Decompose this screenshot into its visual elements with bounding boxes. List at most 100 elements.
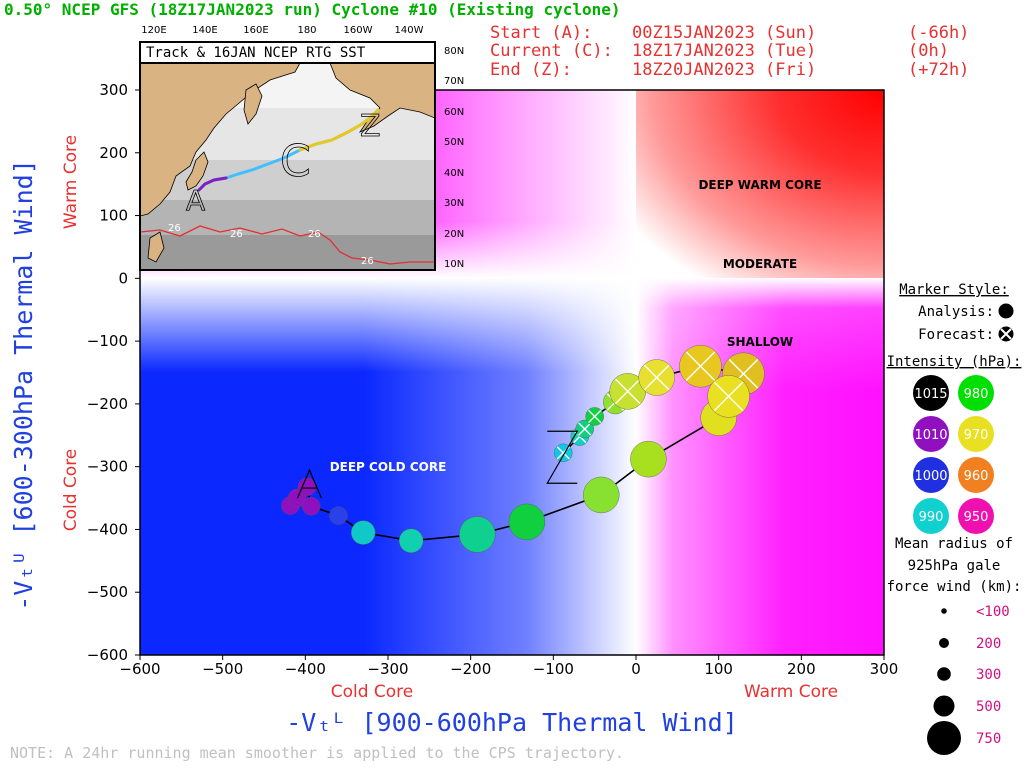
start-label: Start (A): [490,23,592,43]
radius-size-4: 750 [927,721,1001,755]
inset-land-asia [140,63,301,217]
start-letter-a [296,468,323,499]
y-warm-core-label: Warm Core [61,135,81,229]
x-warm-core-label: Warm Core [744,682,838,702]
lat-label-20n: 20N [444,229,464,240]
inset-land-japan [185,151,209,191]
inset-mark-a: A [186,184,205,217]
analysis-point-4 [329,506,348,525]
radius-size-2: 300 [937,667,1001,683]
forecast-point-4 [609,373,646,410]
analysis-point-8 [508,503,546,541]
end-label: End (Z): [490,60,572,80]
inset-track-cold [197,176,228,192]
radius-size-3: 500 [933,695,1001,717]
inset-frame [139,41,436,271]
y-tick-3: 0 [118,269,128,287]
radius-title-1: Mean radius of [895,536,1013,552]
analysis-point-7 [459,516,496,553]
track-line [289,365,745,542]
lat-label-40n: 40N [444,168,464,179]
intensity-swatch-960: 960 [958,457,994,493]
x-tick-1: −500 [202,660,243,678]
analysis-point-5 [351,520,376,545]
inset-land-philippines [147,231,165,263]
intensity-swatch-label: 1010 [914,428,947,443]
radius-title-2: 925hPa gale [908,558,1001,574]
forecast-point-6 [585,407,604,426]
lat-label-70n: 70N [444,76,464,87]
intensity-swatch-980: 980 [958,375,994,411]
y-axis-title: -Vₜᵁ [600-300hPa Thermal Wind] [9,159,38,611]
analysis-marker-sample [998,303,1014,319]
quadrant-labels: DEEP WARM CORE MODERATE SHALLOW DEEP COL… [330,178,822,474]
lat-label-10n: 10N [444,259,464,270]
start-marker-A [296,468,323,499]
inset-sst-26-isotherm [140,225,435,265]
analysis-point-3 [301,497,321,516]
radius-size-label: 300 [976,667,1001,683]
intensity-swatch-label: 980 [964,387,989,402]
analysis-point-9 [583,476,620,514]
y-tick-0: 300 [99,81,128,99]
forecast-point-2 [679,345,722,388]
intensity-swatch-990: 990 [913,498,949,534]
intensity-swatch-label: 950 [964,510,989,525]
radius-title-3: force wind (km): [887,579,1022,595]
y-tick-2: 100 [99,207,128,225]
start-time: 00Z15JAN2023 (Sun) [632,23,816,43]
x-tick-9: 300 [870,660,899,678]
sst-label-4: 26 [361,256,374,267]
inset-mark-z: Z [360,109,381,144]
plot-frame [139,89,885,656]
start-offset: (-66h) [908,23,969,43]
inset-title: Track & 16JAN NCEP RTG SST [146,45,366,61]
y-tick-5: −200 [87,395,128,413]
lon-label-140e: 140E [192,25,217,36]
radius-size-label: <100 [976,604,1010,620]
lon-label-160w: 160W [344,25,373,36]
x-tick-7: 100 [704,660,733,678]
x-tick-3: −300 [367,660,408,678]
intensity-swatch-950: 950 [958,498,994,534]
shallow-region-fade [636,278,884,655]
legend: Marker Style: Analysis: Forecast: Intens… [887,282,1022,755]
forecast-point-0 [707,375,750,418]
current-time: 18Z17JAN2023 (Tue) [632,41,816,61]
moderate-label: MODERATE [723,257,797,271]
intensity-swatch-970: 970 [958,416,994,452]
analysis-label: Analysis: [918,304,994,320]
forecast-marker-sample [998,326,1014,342]
analysis-point-10 [630,440,667,478]
track-markers [281,345,765,553]
x-tick-2: −400 [285,660,326,678]
end-time: 18Z20JAN2023 (Fri) [632,60,816,80]
analysis-point-6 [398,528,424,553]
end-marker-Z [546,430,579,484]
y-cold-core-label: Cold Core [61,449,81,532]
intensity-swatch-label: 1000 [914,469,947,484]
y-tick-6: −300 [87,458,128,476]
chart-title: 0.50° NCEP GFS (18Z17JAN2023 run) Cyclon… [4,0,621,19]
radius-size-legend: <100 200 300 500 750 [927,604,1010,755]
radius-size-label: 500 [976,699,1001,715]
radius-size-0: <100 [941,604,1010,620]
deep-cold-core-label: DEEP COLD CORE [330,460,447,474]
lat-label-80n: 80N [444,46,464,57]
y-tick-1: 200 [99,144,128,162]
x-cold-core-label: Cold Core [331,682,414,702]
x-axis-title: -Vₜᴸ [900-600hPa Thermal Wind] [286,708,738,737]
intensity-swatch-label: 1015 [914,387,947,402]
end-letter-z [546,430,579,484]
cold-region-fade [140,278,636,655]
radius-size-label: 200 [976,636,1001,652]
forecast-point-3 [638,359,675,396]
x-tick-5: −100 [533,660,574,678]
lon-label-180: 180 [297,25,316,36]
sst-label-3: 26 [308,229,321,240]
marker-style-title: Marker Style: [899,282,1009,298]
inset-mark-c: C [280,136,311,187]
y-tick-7: −400 [87,520,128,538]
y-tick-4: −100 [87,332,128,350]
